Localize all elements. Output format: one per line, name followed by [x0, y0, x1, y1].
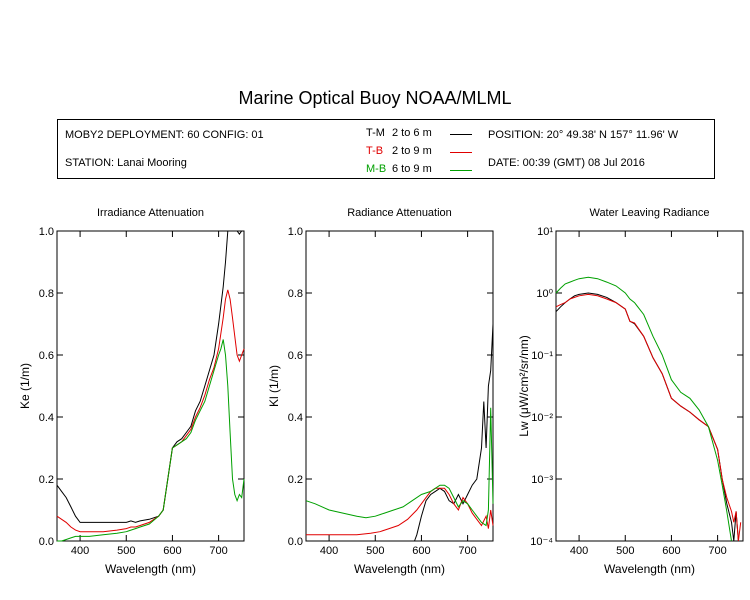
- series-line-t-m: [56, 230, 244, 523]
- y-tick-label: 1.0: [39, 226, 54, 238]
- y-tick-label: 0.4: [39, 412, 54, 424]
- y-tick-label: 10⁻²: [531, 412, 553, 424]
- y-tick-label: 10¹: [537, 226, 553, 238]
- series-line-m-b: [555, 276, 732, 542]
- legend-code-mb: M-B: [366, 163, 387, 175]
- y-tick-label: 0.0: [39, 536, 54, 548]
- y-tick-label: 0.0: [288, 536, 303, 548]
- date-text: DATE: 00:39 (GMT) 08 Jul 2016: [488, 157, 645, 169]
- x-tick-label: 700: [708, 545, 726, 557]
- x-tick-label: 500: [117, 545, 135, 557]
- x-axis-label-0: Wavelength (nm): [105, 562, 196, 576]
- x-tick-label: 600: [163, 545, 181, 557]
- y-axis-label-1: Kl (1/m): [267, 365, 281, 407]
- series-line-m-b: [305, 407, 494, 527]
- info-box: MOBY2 DEPLOYMENT: 60 CONFIG: 01 STATION:…: [57, 119, 715, 179]
- plot-title-0: Irradiance Attenuation: [97, 207, 204, 219]
- y-axis-label-0: Ke (1/m): [18, 363, 32, 409]
- y-tick-label: 10⁻⁴: [530, 536, 553, 548]
- y-tick-label: 10⁻¹: [531, 350, 553, 362]
- y-tick-label: 0.6: [288, 350, 303, 362]
- position-text: POSITION: 20° 49.38' N 157° 11.96' W: [488, 129, 679, 141]
- series-line-m-b: [57, 339, 245, 542]
- series-line-t-m: [414, 323, 494, 542]
- series-line-t-m: [555, 292, 741, 542]
- x-axis-label-1: Wavelength (nm): [354, 562, 445, 576]
- y-tick-label: 0.6: [39, 350, 54, 362]
- y-tick-label: 10⁰: [536, 288, 553, 300]
- x-tick-label: 400: [71, 545, 89, 557]
- series-line-t-b: [56, 289, 245, 533]
- legend-line-mb: [450, 170, 472, 171]
- y-tick-label: 0.8: [39, 288, 54, 300]
- x-tick-label: 600: [412, 545, 430, 557]
- legend-line-tb: [450, 152, 472, 153]
- y-tick-label: 1.0: [288, 226, 303, 238]
- y-tick-label: 0.2: [288, 474, 303, 486]
- plot-frame-1: [305, 230, 494, 542]
- plot-title-1: Radiance Attenuation: [347, 207, 452, 219]
- plot-frame-2: [555, 230, 744, 542]
- chart-title: Marine Optical Buoy NOAA/MLML: [238, 88, 512, 108]
- y-tick-label: 10⁻³: [531, 474, 553, 486]
- legend-range-tb: 2 to 9 m: [392, 145, 432, 157]
- legend-range-mb: 6 to 9 m: [392, 163, 432, 175]
- y-tick-label: 0.2: [39, 474, 54, 486]
- legend-code-tb: T-B: [366, 145, 384, 157]
- station-text: STATION: Lanai Mooring: [65, 157, 187, 169]
- x-tick-label: 400: [320, 545, 338, 557]
- plot-frame-0: [56, 230, 245, 542]
- y-axis-label-2: Lw (μW/cm²/sr/nm): [517, 335, 531, 437]
- x-tick-label: 500: [616, 545, 634, 557]
- x-tick-label: 600: [662, 545, 680, 557]
- x-axis-label-2: Wavelength (nm): [604, 562, 695, 576]
- x-tick-label: 700: [209, 545, 227, 557]
- x-tick-label: 700: [458, 545, 476, 557]
- x-tick-label: 500: [366, 545, 384, 557]
- x-tick-label: 400: [570, 545, 588, 557]
- legend-range-tm: 2 to 6 m: [392, 127, 432, 139]
- legend-code-tm: T-M: [366, 127, 385, 139]
- plot-title-2: Water Leaving Radiance: [589, 207, 709, 219]
- series-line-t-b: [555, 293, 742, 542]
- y-tick-label: 0.4: [288, 412, 303, 424]
- deployment-text: MOBY2 DEPLOYMENT: 60 CONFIG: 01: [65, 129, 264, 141]
- legend-line-tm: [450, 134, 472, 135]
- y-tick-label: 0.8: [288, 288, 303, 300]
